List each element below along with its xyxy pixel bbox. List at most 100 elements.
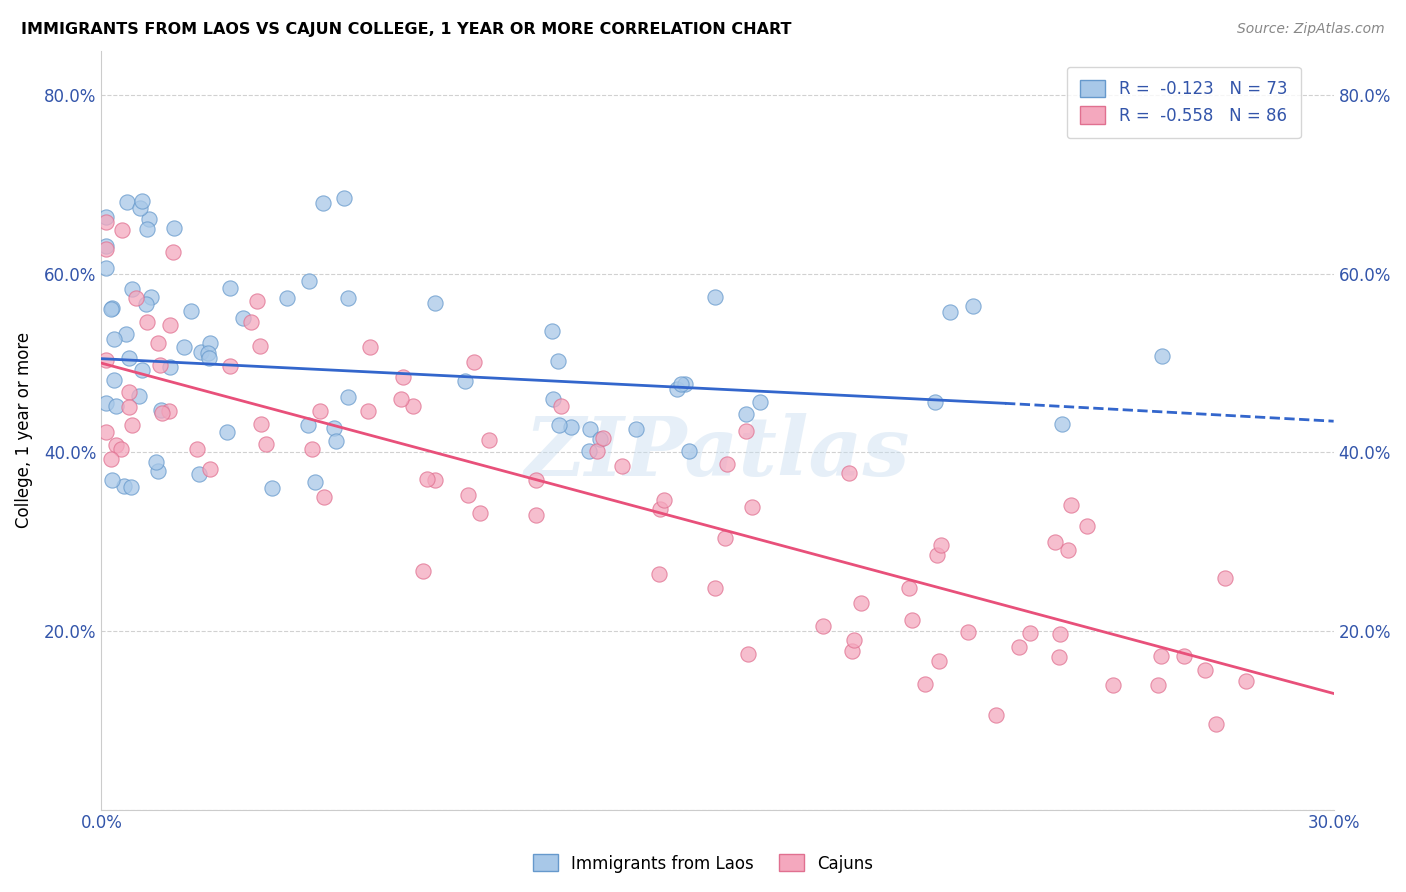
Point <box>524 473 547 487</box>
Point <box>138 212 160 227</box>
Point <box>468 506 491 520</box>
Point <box>1043 535 1066 549</box>
Point <box>560 420 582 434</box>
Point <box>100 301 122 316</box>
Point <box>1101 678 1123 692</box>
Point <box>198 351 221 365</box>
Point <box>957 624 980 639</box>
Point <box>392 370 415 384</box>
Point <box>128 389 150 403</box>
Point <box>336 390 359 404</box>
Point <box>1234 673 1257 688</box>
Point <box>333 191 356 205</box>
Point <box>673 376 696 391</box>
Point <box>145 454 167 468</box>
Point <box>136 315 159 329</box>
Point <box>101 473 124 487</box>
Point <box>94 214 117 228</box>
Point <box>139 289 162 303</box>
Point <box>402 399 425 413</box>
Point <box>246 293 269 308</box>
Point <box>115 326 138 341</box>
Point <box>1150 648 1173 663</box>
Point <box>125 291 148 305</box>
Point <box>215 425 238 439</box>
Point <box>121 282 143 296</box>
Text: ZIPatlas: ZIPatlas <box>524 413 910 493</box>
Point <box>112 479 135 493</box>
Point <box>104 399 127 413</box>
Point <box>94 211 117 225</box>
Point <box>103 332 125 346</box>
Y-axis label: College, 1 year or more: College, 1 year or more <box>15 332 32 528</box>
Point <box>359 340 381 354</box>
Point <box>425 474 447 488</box>
Point <box>101 301 124 315</box>
Point <box>136 222 159 236</box>
Point <box>131 194 153 209</box>
Point <box>813 619 835 633</box>
Point <box>94 396 117 410</box>
Point <box>986 708 1008 723</box>
Point <box>463 355 485 369</box>
Point <box>716 457 738 471</box>
Point <box>931 538 953 552</box>
Point <box>735 407 758 421</box>
Point <box>1019 625 1042 640</box>
Point <box>186 442 208 457</box>
Point <box>94 261 117 276</box>
Point <box>1146 678 1168 692</box>
Point <box>841 644 863 658</box>
Point <box>669 377 692 392</box>
Point <box>249 339 271 353</box>
Point <box>150 407 173 421</box>
Point <box>301 442 323 456</box>
Point <box>249 417 271 431</box>
Point <box>129 201 152 215</box>
Point <box>713 531 735 545</box>
Point <box>131 363 153 377</box>
Point <box>118 384 141 399</box>
Point <box>416 472 439 486</box>
Point <box>703 290 725 304</box>
Point <box>173 340 195 354</box>
Point <box>118 351 141 366</box>
Point <box>159 318 181 332</box>
Point <box>962 299 984 313</box>
Point <box>1047 650 1070 665</box>
Point <box>749 394 772 409</box>
Point <box>704 581 727 595</box>
Point <box>94 353 117 368</box>
Point <box>100 452 122 467</box>
Point <box>197 346 219 360</box>
Point <box>928 654 950 668</box>
Point <box>586 444 609 458</box>
Point <box>115 194 138 209</box>
Point <box>276 291 298 305</box>
Point <box>149 358 172 372</box>
Point <box>1173 648 1195 663</box>
Point <box>897 581 920 595</box>
Point <box>312 195 335 210</box>
Point <box>180 304 202 318</box>
Point <box>547 353 569 368</box>
Point <box>1050 417 1073 431</box>
Point <box>262 481 284 495</box>
Point <box>304 475 326 489</box>
Point <box>323 421 346 435</box>
Point <box>540 325 562 339</box>
Point <box>741 500 763 514</box>
Text: IMMIGRANTS FROM LAOS VS CAJUN COLLEGE, 1 YEAR OR MORE CORRELATION CHART: IMMIGRANTS FROM LAOS VS CAJUN COLLEGE, 1… <box>21 22 792 37</box>
Point <box>94 239 117 253</box>
Point <box>925 548 948 562</box>
Point <box>159 359 181 374</box>
Point <box>146 335 169 350</box>
Point <box>938 305 960 319</box>
Point <box>901 613 924 627</box>
Point <box>118 401 141 415</box>
Point <box>232 311 254 326</box>
Point <box>589 432 612 446</box>
Point <box>578 443 600 458</box>
Point <box>1057 542 1080 557</box>
Point <box>297 418 319 433</box>
